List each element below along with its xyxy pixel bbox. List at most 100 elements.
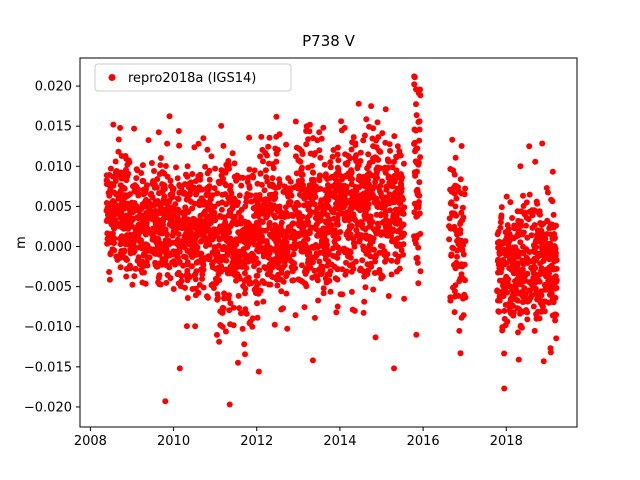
- data-point: [377, 212, 384, 219]
- data-point: [337, 173, 344, 179]
- data-point: [110, 121, 117, 128]
- data-point: [146, 254, 153, 261]
- data-point: [458, 143, 465, 149]
- data-point: [496, 250, 503, 257]
- data-point: [175, 217, 182, 224]
- data-point: [298, 262, 305, 269]
- data-point: [241, 309, 248, 316]
- data-point: [530, 275, 537, 282]
- data-point: [178, 225, 185, 231]
- data-point: [446, 215, 453, 222]
- data-point: [182, 254, 189, 261]
- data-point: [341, 217, 348, 224]
- data-point: [391, 133, 398, 140]
- data-point: [536, 315, 543, 322]
- data-point: [360, 246, 367, 253]
- data-point: [514, 208, 521, 215]
- data-point: [214, 190, 221, 197]
- data-point: [451, 309, 458, 316]
- data-point: [225, 270, 232, 276]
- data-point: [270, 183, 277, 190]
- data-point: [551, 243, 558, 250]
- data-point: [413, 255, 420, 262]
- data-point: [355, 162, 362, 168]
- data-point: [241, 278, 248, 284]
- data-point: [394, 241, 401, 248]
- data-point: [209, 192, 216, 199]
- data-point: [152, 250, 159, 257]
- data-point: [173, 208, 180, 215]
- data-point: [318, 197, 325, 204]
- data-point: [246, 134, 253, 141]
- data-point: [316, 177, 323, 184]
- data-point: [399, 174, 405, 181]
- data-point: [324, 262, 331, 269]
- data-point: [343, 183, 350, 190]
- data-point: [297, 181, 304, 188]
- data-point: [365, 151, 372, 158]
- data-point: [188, 184, 194, 191]
- data-point: [180, 262, 187, 269]
- data-point: [205, 294, 211, 301]
- data-point: [287, 224, 294, 231]
- data-point: [170, 286, 177, 292]
- data-point: [318, 227, 324, 234]
- data-point: [347, 248, 354, 255]
- data-point: [309, 169, 316, 176]
- data-point: [362, 183, 369, 190]
- data-point: [157, 155, 164, 161]
- data-point: [414, 145, 421, 152]
- data-point: [269, 175, 276, 182]
- data-point: [527, 295, 534, 302]
- data-point: [413, 101, 419, 108]
- data-point: [306, 246, 312, 252]
- data-point: [529, 207, 536, 214]
- data-point: [345, 235, 352, 241]
- data-point: [539, 244, 545, 251]
- data-point: [520, 293, 527, 300]
- data-point: [514, 253, 521, 260]
- data-point: [198, 221, 205, 228]
- data-point: [243, 240, 250, 247]
- data-point: [127, 262, 133, 269]
- data-point: [334, 164, 341, 171]
- data-point: [196, 198, 203, 205]
- data-point: [383, 183, 390, 190]
- data-point: [330, 147, 337, 153]
- data-point: [541, 281, 548, 288]
- x-tick-label: 2014: [323, 434, 356, 449]
- data-point: [553, 279, 560, 286]
- data-point: [112, 178, 119, 184]
- data-point: [142, 280, 149, 287]
- data-point: [135, 254, 142, 261]
- data-point: [254, 314, 261, 321]
- data-point: [413, 86, 419, 93]
- data-point: [348, 268, 355, 275]
- data-point: [184, 259, 191, 266]
- data-point: [166, 211, 173, 218]
- data-point: [195, 140, 202, 147]
- data-point: [131, 125, 138, 132]
- data-point: [368, 103, 375, 110]
- data-point: [266, 134, 273, 141]
- data-point: [273, 150, 280, 157]
- data-point: [252, 255, 259, 262]
- data-point: [241, 270, 248, 277]
- data-point: [449, 244, 456, 251]
- data-point: [370, 125, 377, 132]
- data-point: [457, 275, 464, 282]
- data-point: [514, 267, 521, 274]
- data-point: [531, 263, 538, 270]
- data-point: [114, 254, 121, 261]
- data-point: [503, 252, 510, 259]
- data-point: [517, 239, 524, 246]
- data-point: [338, 118, 345, 125]
- data-point: [544, 189, 551, 196]
- data-point: [501, 307, 508, 314]
- data-point: [204, 170, 211, 177]
- data-point: [227, 186, 234, 193]
- data-point: [122, 241, 129, 248]
- data-point: [322, 255, 329, 262]
- data-point: [352, 140, 359, 147]
- data-point: [240, 174, 246, 181]
